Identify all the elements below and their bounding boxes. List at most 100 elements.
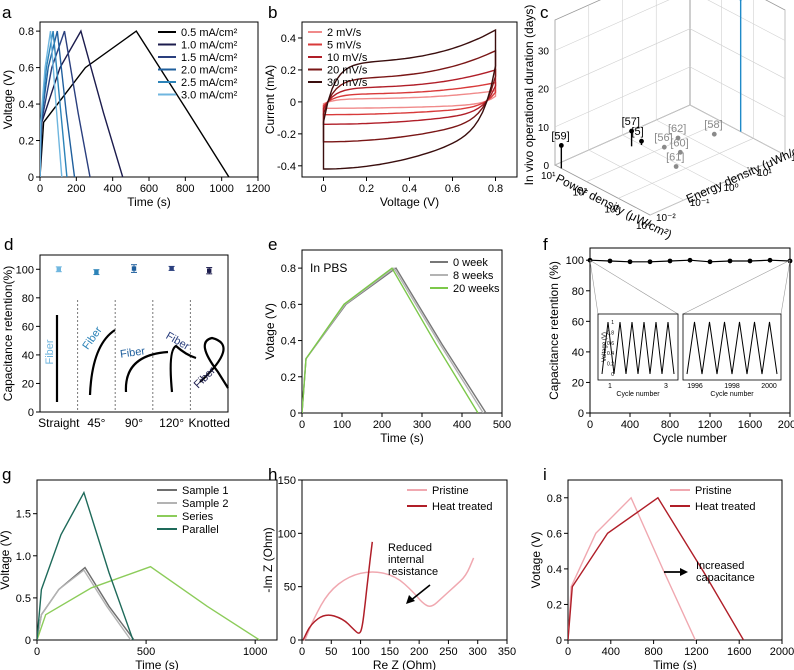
legend-entry-1: Sample 2 <box>182 498 228 510</box>
zoom-guide <box>589 259 679 315</box>
point-label-1: [57] <box>622 116 640 128</box>
y-axis-label: Capacitance retention(%) <box>1 266 15 401</box>
legend-entry-0: Sample 1 <box>182 485 228 497</box>
x-axis-label: Time (s) <box>127 195 171 209</box>
fiber-shape-1 <box>88 329 116 396</box>
inset-x-tick-label: 2000 <box>761 383 777 390</box>
z-tick-label: 20 <box>538 85 550 96</box>
grid-line <box>622 134 718 186</box>
y-tick-label: 0 <box>556 635 562 647</box>
series-line-1 <box>37 569 132 640</box>
legend-entry-0: Pristine <box>432 485 469 497</box>
inset-y-tick-label: 0.4 <box>607 351 614 357</box>
y-tick-label: 0.4 <box>19 99 34 111</box>
power-tick-label: 10¹ <box>541 171 556 182</box>
point-label-3: [56] <box>654 132 672 144</box>
y-axis-label: -Im Z (Ohm) <box>261 527 275 592</box>
y-tick-label: 40 <box>572 347 584 359</box>
inset-y-tick-label: 0.2 <box>607 362 614 368</box>
fiber-shape-2 <box>124 350 169 393</box>
legend-entry-1: Heat treated <box>695 501 756 513</box>
x-tick-label: 500 <box>493 419 511 431</box>
point-label-7: [58] <box>704 119 722 131</box>
retention-point-3 <box>647 259 653 265</box>
legend-entry-5: 3.0 mA/cm² <box>181 90 238 102</box>
y-tick-label: 0.4 <box>547 564 562 576</box>
legend-entry-2: 20 weeks <box>453 283 500 295</box>
x-tick-label: 1000 <box>209 183 233 195</box>
point-8 <box>739 0 743 1</box>
y-tick-label: -0.4 <box>277 161 296 173</box>
point-1 <box>629 128 634 134</box>
point-3 <box>661 144 667 150</box>
x-tick-label: 0.2 <box>359 183 374 195</box>
inset-x-tick-label: 1998 <box>724 383 740 390</box>
y-tick-label: 1.0 <box>16 551 31 563</box>
y-tick-label: 0.2 <box>547 599 562 611</box>
plot-frame <box>39 254 229 413</box>
annotation-arrowhead <box>680 568 688 576</box>
y-tick-label: 100 <box>566 255 584 267</box>
x-tick-label: 800 <box>644 646 662 658</box>
cv-loop-0 <box>322 89 497 109</box>
y-tick-label: 0 <box>28 407 34 419</box>
power-tick-label: 10³ <box>604 204 619 215</box>
x-tick-label: 200 <box>373 419 391 431</box>
energy-axis-label: Energy density (μWh/cm²) <box>684 137 794 206</box>
legend-entry-2: 1.5 mA/cm² <box>181 52 238 64</box>
fiber-label-2: Fiber <box>119 345 146 360</box>
point-label-5: [60] <box>670 137 688 149</box>
zoom-guide <box>682 259 791 315</box>
retention-point-5 <box>687 257 693 263</box>
panel-label-i: i <box>543 465 547 484</box>
z-axis-label: In vivo operational duration (days) <box>522 5 536 186</box>
panel-label-b: b <box>268 3 277 22</box>
y-tick-label: 1.5 <box>16 509 31 521</box>
x-tick-label: 50 <box>325 646 337 658</box>
x-tick-label: 1200 <box>684 646 708 658</box>
nyquist-curve-1 <box>302 541 374 641</box>
y-tick-label: 0 <box>290 408 296 420</box>
y-tick-label: 0.5 <box>16 593 31 605</box>
y-tick-label: 0.6 <box>19 63 34 75</box>
panel-label-e: e <box>268 235 277 254</box>
retention-point-4 <box>667 258 673 264</box>
legend-entry-2: 10 mV/s <box>327 52 368 64</box>
grid-line <box>707 0 786 41</box>
annotation-line-1: internal <box>388 554 424 566</box>
x-tick-label: 150 <box>381 646 399 658</box>
legend-entry-3: Parallel <box>182 524 219 536</box>
annotation-line-0: Increased <box>696 560 744 572</box>
series-line-2 <box>37 565 260 640</box>
x-axis-label: Re Z (Ohm) <box>373 658 436 670</box>
x-tick-label: 0 <box>320 183 326 195</box>
inset-y-tick-label: 0 <box>611 372 614 378</box>
inset-y-tick-label: 0.6 <box>607 341 614 347</box>
point-5 <box>677 149 683 155</box>
grid-line <box>588 149 684 201</box>
power-tick-label: 10⁴ <box>636 221 651 232</box>
y-tick-label: 20 <box>572 377 584 389</box>
legend-entry-4: 2.5 mA/cm² <box>181 77 238 89</box>
x-tick-label: 600 <box>140 183 158 195</box>
annotation-arrowhead <box>406 595 415 604</box>
x-tick-label: 800 <box>661 419 679 431</box>
x-tick-label: 2000 <box>770 646 794 658</box>
cv-loop-3 <box>322 49 497 143</box>
zoom-guide <box>589 260 599 315</box>
y-axis-label: Votage (V) <box>529 532 543 589</box>
y-tick-label: 150 <box>278 475 296 487</box>
y-tick-label: 0 <box>290 97 296 109</box>
point-label-2: [5] <box>632 126 644 138</box>
category-label-0: Straight <box>38 416 80 430</box>
plot-frame <box>36 479 278 641</box>
panel-f: 0 400 800 1200 1600 2000 0 20 40 60 80 100 Cycle num… <box>547 247 794 445</box>
panel-a: 0 200 400 600 800 1000 1200 0 0.2 0.4 0.6 0.8 Time (… <box>1 21 270 209</box>
annotation-line-1: capacitance <box>696 572 755 584</box>
x-tick-label: 400 <box>103 183 121 195</box>
y-axis-label: Voltage (V) <box>1 70 15 129</box>
x-tick-label: 200 <box>410 646 428 658</box>
fiber-label-3: Fiber <box>164 330 192 353</box>
